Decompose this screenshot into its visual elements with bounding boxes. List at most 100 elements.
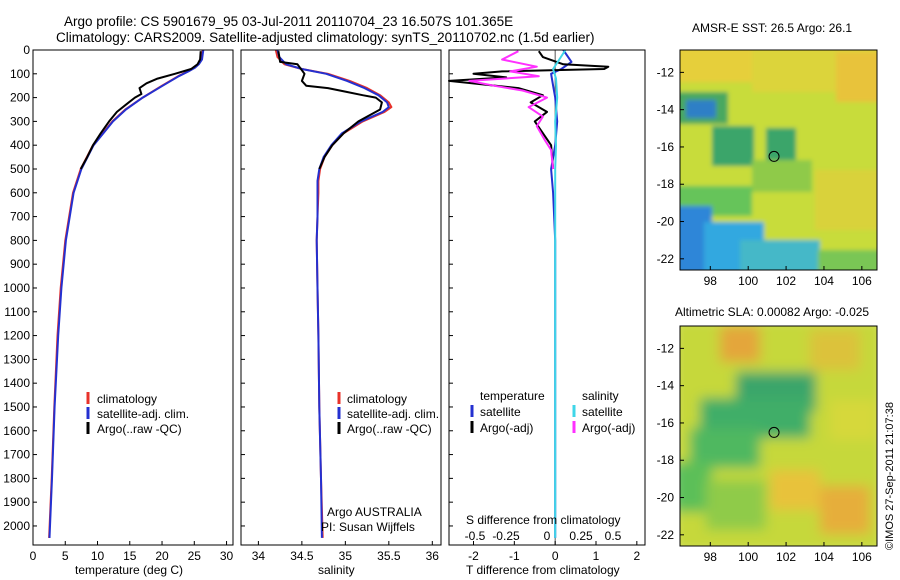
y-tick-label: 2000	[3, 519, 30, 533]
temperature-x-label: temperature (deg C)	[75, 563, 183, 577]
y-tick-label: 1800	[3, 471, 30, 485]
sla-map-title: Altimetric SLA: 0.00082 Argo: -0.025	[675, 305, 869, 319]
y-tick-label: 0	[23, 43, 30, 57]
x-tick-label: 35.5	[377, 549, 401, 563]
sla-map-panel: Altimetric SLA: 0.00082 Argo: -0.025 98 1…	[657, 305, 878, 564]
y-tick-label: 1100	[4, 305, 30, 319]
y-tick-label: 900	[10, 257, 30, 271]
sst-map-title: AMSR-E SST: 26.5 Argo: 26.1	[692, 21, 852, 35]
y-tick-label: 1900	[3, 495, 30, 509]
map-x-tick-label: 100	[738, 274, 758, 288]
map-y-tick-label: -12	[657, 65, 675, 79]
y-tick-label: 300	[10, 114, 30, 128]
y-tick-label: 700	[10, 210, 30, 224]
y-tick-label: 1200	[3, 329, 30, 343]
legend-label-t-argo: Argo(-adj)	[480, 421, 533, 435]
difference-legend: temperature salinity satellite Argo(-adj…	[470, 389, 635, 435]
y-tick-label: 800	[10, 233, 30, 247]
x-tick-label: 0	[30, 549, 37, 563]
temperature-legend: climatology satellite-adj. clim. Argo(..…	[86, 392, 189, 436]
x-tick-label: 25	[188, 549, 202, 563]
x-tick-label: 1	[593, 549, 600, 563]
series-line-satellite-adj-clim-	[48, 49, 205, 538]
x-tick-label: 5	[62, 549, 69, 563]
x-tick-label: 2	[633, 549, 640, 563]
legend-label-argo: Argo(..raw -QC)	[347, 422, 432, 436]
salinity-panel: 34 34.5 35 35.5 36 salinity climatology sate…	[240, 49, 442, 577]
map-x-tick-label: 102	[776, 274, 796, 288]
map-x-tick-label: 104	[814, 550, 834, 564]
series-line-climatology	[274, 49, 393, 538]
x-tick-label: 0	[552, 549, 559, 563]
y-tick-label: 1300	[3, 352, 30, 366]
map-y-tick-label: -18	[657, 453, 675, 467]
map-y-tick-label: -20	[657, 491, 675, 505]
x-tick-label: 36	[426, 549, 440, 563]
y-tick-label: 1400	[3, 376, 30, 390]
x2-tick-label: 0	[544, 529, 551, 543]
x-tick-label: 20	[155, 549, 169, 563]
sst-map-panel: AMSR-E SST: 26.5 Argo: 26.1	[657, 21, 878, 288]
x-tick-label: 15	[123, 549, 137, 563]
map-x-tick-label: 100	[738, 550, 758, 564]
y-tick-label: 1500	[3, 400, 30, 414]
sst-map-frame	[679, 49, 878, 271]
legend-label-satellite: satellite-adj. clim.	[347, 407, 439, 421]
copyright-stamp: ©IMOS 27-Sep-2011 21:07:38	[884, 402, 896, 550]
series-line-argo-raw-qc-	[79, 51, 202, 170]
x-tick-label: 30	[220, 549, 234, 563]
legend-header-salinity: salinity	[582, 389, 619, 403]
x2-tick-label: -0.25	[492, 529, 520, 543]
series-line-temperature-argo-adj-	[448, 50, 610, 170]
difference-plot-frame	[448, 49, 646, 546]
sla-map-frame	[679, 325, 878, 547]
map-x-tick-label: 98	[704, 274, 718, 288]
salinity-x-label: salinity	[318, 563, 355, 577]
series-line-satellite-adj-clim-	[276, 49, 390, 538]
series-line-salinity-argo-adj-	[468, 50, 555, 170]
y-tick-label: 200	[10, 91, 30, 105]
legend-header-temperature: temperature	[480, 389, 545, 403]
sla-heatmap-field	[680, 326, 877, 546]
series-line-argo-raw-qc-	[277, 51, 383, 170]
x-tick-label: 34.5	[290, 549, 314, 563]
legend-label-climatology: climatology	[347, 392, 407, 406]
map-y-tick-label: -16	[657, 416, 675, 430]
y-tick-label: 100	[10, 67, 30, 81]
series-line-temperature-satellite	[550, 49, 573, 538]
legend-label-satellite: satellite-adj. clim.	[97, 407, 189, 421]
y-tick-label: 400	[10, 138, 30, 152]
y-tick-label: 600	[10, 186, 30, 200]
map-y-tick-label: -22	[657, 252, 675, 266]
x-tick-label: -2	[468, 549, 479, 563]
y-tick-label: 1600	[3, 424, 30, 438]
sst-argo-location-marker	[768, 150, 780, 162]
temperature-plot-frame	[32, 49, 234, 546]
legend-label-t-satellite: satellite	[480, 405, 521, 419]
y-tick-label: 500	[10, 162, 30, 176]
map-y-tick-label: -14	[657, 379, 675, 393]
map-y-tick-label: -20	[657, 215, 675, 229]
map-x-tick-label: 106	[852, 274, 872, 288]
map-x-tick-label: 106	[852, 550, 872, 564]
argo-program-label: Argo AUSTRALIA	[327, 505, 422, 519]
salinity-plot-frame	[240, 49, 442, 546]
y-tick-label: 1700	[3, 448, 30, 462]
x2-tick-label: 0.25	[569, 529, 593, 543]
difference-panel: -2 -1 0 1 2 -0.5 -0.25 0 0.25 0.5 S difference fr…	[448, 49, 646, 577]
difference-s-label: S difference from climatology	[466, 513, 621, 527]
difference-t-label: T difference from climatology	[466, 563, 620, 577]
argo-pi-label: PI: Susan Wijffels	[321, 520, 415, 534]
x2-tick-label: 0.5	[605, 529, 622, 543]
map-x-tick-label: 98	[704, 550, 718, 564]
legend-label-argo: Argo(..raw -QC)	[97, 422, 182, 436]
sla-argo-location-marker	[768, 426, 780, 438]
map-y-tick-label: -22	[657, 528, 675, 542]
legend-label-s-argo: Argo(-adj)	[582, 421, 635, 435]
x-tick-label: -1	[509, 549, 520, 563]
x2-tick-label: -0.5	[465, 529, 486, 543]
map-x-tick-label: 104	[814, 274, 834, 288]
map-y-tick-label: -18	[657, 177, 675, 191]
x-tick-label: 10	[91, 549, 105, 563]
